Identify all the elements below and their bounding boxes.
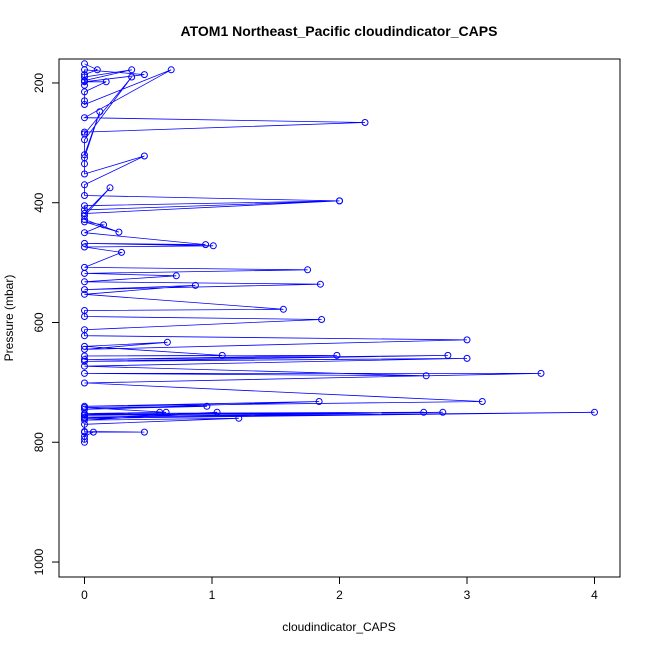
data-point: [537, 369, 545, 377]
data-point: [93, 66, 101, 74]
data-point: [420, 408, 428, 416]
data-point: [235, 414, 243, 422]
data-point: [81, 357, 88, 365]
data-point: [81, 151, 88, 159]
x-tick-label: 4: [591, 588, 598, 602]
data-point: [167, 66, 175, 74]
data-point: [81, 420, 88, 428]
data-point: [191, 281, 199, 289]
data-point: [81, 286, 88, 294]
data-point: [81, 202, 88, 210]
data-point: [478, 398, 486, 405]
data-point: [106, 184, 114, 192]
data-point: [81, 136, 88, 144]
data-point: [81, 438, 88, 446]
data-point: [81, 290, 88, 298]
data-point: [102, 78, 110, 86]
data-point: [422, 372, 430, 380]
data-point: [128, 73, 136, 81]
data-point: [218, 351, 226, 359]
x-tick-label: 3: [464, 588, 471, 602]
data-point: [444, 351, 452, 359]
data-point: [81, 332, 88, 340]
data-point: [81, 269, 88, 277]
data-point: [81, 181, 88, 189]
data-point: [172, 272, 180, 280]
data-point: [463, 336, 471, 344]
data-point: [81, 78, 88, 86]
data-point: [81, 81, 88, 89]
data-point: [163, 338, 171, 346]
data-point: [81, 369, 88, 377]
data-point: [81, 428, 88, 436]
chart-title: ATOM1 Northeast_Pacific cloudindicator_C…: [181, 23, 498, 39]
y-tick-label: 600: [32, 312, 46, 332]
y-axis-label: Pressure (mbar): [2, 275, 16, 362]
data-point: [81, 192, 88, 199]
data-point: [81, 243, 88, 251]
data-point: [118, 248, 125, 256]
data-point: [140, 428, 148, 436]
data-point: [81, 379, 88, 387]
data-point: [81, 216, 88, 223]
data-point: [81, 218, 88, 226]
plot-frame: [58, 58, 621, 578]
data-point: [81, 66, 88, 74]
data-point: [156, 408, 164, 416]
data-point: [463, 354, 471, 362]
data-point: [279, 305, 287, 313]
x-tick-label: 1: [209, 588, 216, 602]
data-point: [89, 428, 97, 436]
data-point: [81, 342, 88, 350]
data-point: [81, 362, 88, 370]
series-line: [82, 63, 595, 443]
x-tick-label: 0: [81, 588, 88, 602]
data-point: [361, 119, 369, 126]
data-point: [81, 352, 88, 360]
x-tick-label: 2: [336, 588, 343, 602]
data-point: [213, 408, 221, 416]
data-point: [96, 108, 104, 116]
data-point: [115, 228, 123, 236]
data-point: [209, 242, 217, 250]
data-point: [316, 280, 324, 288]
data-point: [81, 416, 88, 424]
data-point: [304, 266, 312, 274]
data-point: [203, 402, 211, 410]
data-point: [81, 239, 88, 247]
data-point: [81, 160, 88, 168]
data-point: [81, 97, 88, 105]
data-point: [81, 229, 88, 237]
y-tick-label: 400: [32, 192, 46, 212]
data-point: [333, 351, 341, 359]
data-point: [336, 197, 343, 205]
data-point: [81, 345, 88, 353]
data-point: [128, 66, 136, 74]
data-point: [202, 241, 210, 249]
y-tick-label: 200: [32, 73, 46, 93]
data-point: [315, 398, 323, 405]
data-point: [439, 408, 447, 416]
data-point: [591, 408, 598, 416]
data-point: [318, 316, 326, 323]
data-point: [81, 170, 88, 178]
data-point: [140, 71, 148, 79]
data-point: [100, 221, 108, 229]
x-axis-label: cloudindicator_CAPS: [282, 620, 395, 634]
data-point: [81, 114, 88, 122]
data-point: [81, 278, 88, 286]
data-point: [81, 313, 88, 320]
data-point: [140, 152, 148, 160]
y-tick-label: 800: [32, 432, 46, 452]
data-point: [81, 88, 88, 96]
data-point: [81, 435, 88, 443]
data-point: [81, 101, 88, 108]
y-axis: 200 400 600 800 1000: [32, 73, 60, 575]
y-tick-label: 1000: [32, 548, 46, 575]
data-point: [81, 73, 88, 81]
x-axis: 0 1 2 3 4: [81, 576, 598, 602]
series-layer: [81, 60, 598, 446]
